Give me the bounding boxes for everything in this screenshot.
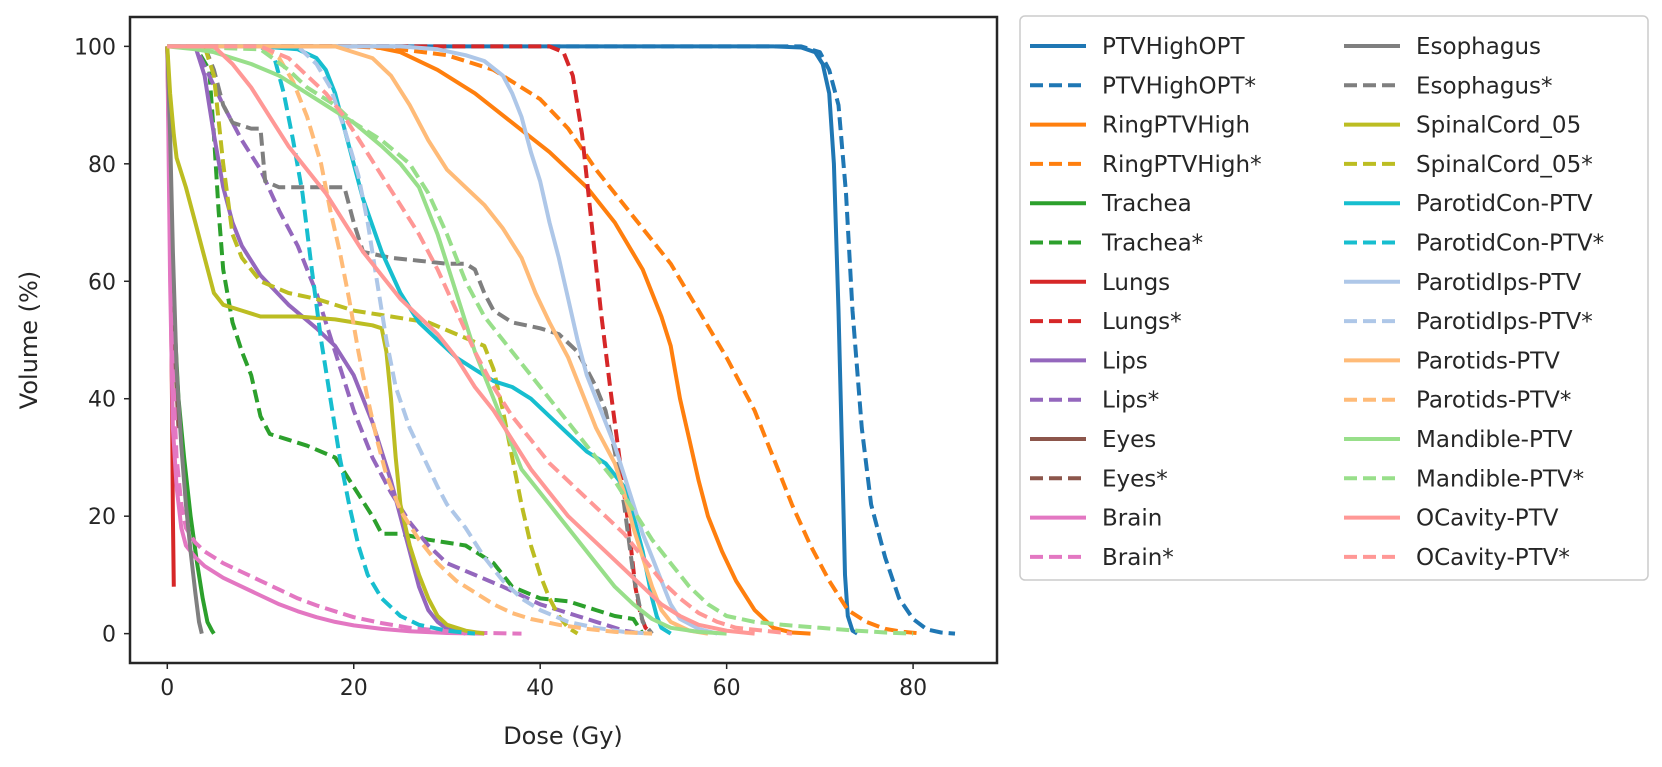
x-axis-label: Dose (Gy) <box>503 722 623 750</box>
series-line-spinalcord-05-star <box>167 44 579 636</box>
series-line-parotidcon-ptv-star <box>167 44 476 636</box>
legend-label-trachea-star: Trachea* <box>1101 231 1203 257</box>
legend-label-lungs-star: Lungs* <box>1102 309 1182 335</box>
legend-label-ringptvhigh-star: RingPTVHigh* <box>1102 152 1262 178</box>
y-tick-label: 60 <box>88 270 116 295</box>
legend-label-lips-star: Lips* <box>1102 388 1159 414</box>
series-line-parotids-ptv <box>167 44 709 636</box>
series-line-mandible-ptv <box>167 44 727 636</box>
legend-label-parotidcon-ptv-star: ParotidCon-PTV* <box>1416 231 1604 257</box>
legend-label-eyes: Eyes <box>1102 427 1156 453</box>
series-line-ptvhighopt-star <box>167 44 956 636</box>
legend-label-mandible-ptv: Mandible-PTV <box>1416 427 1573 453</box>
series-line-brain <box>165 46 485 636</box>
series-line-brain-star <box>165 46 522 636</box>
series-line-parotids-ptv-star <box>167 44 653 636</box>
legend-label-spinalcord-05: SpinalCord_05 <box>1416 113 1581 139</box>
series-line-ocavity-ptv <box>167 44 755 636</box>
legend-label-parotidips-ptv-star: ParotidIps-PTV* <box>1416 309 1593 335</box>
ticks-layer: 0 20 40 60 80 0 20 40 60 80 100 <box>74 35 927 701</box>
legend-label-ptvhighopt: PTVHighOPT <box>1102 34 1245 60</box>
legend-label-ocavity-ptv-star: OCavity-PTV* <box>1416 545 1570 571</box>
y-tick-label: 40 <box>88 388 116 413</box>
x-tick-label: 0 <box>160 676 174 701</box>
legend-label-parotids-ptv: Parotids-PTV <box>1416 348 1560 374</box>
series-line-ocavity-ptv-star <box>167 44 793 636</box>
legend-label-lips: Lips <box>1102 348 1148 374</box>
series-line-lips <box>167 44 467 636</box>
series-line-parotidcon-ptv <box>167 44 672 636</box>
legend: PTVHighOPT PTVHighOPT* RingPTVHigh RingPTVH… <box>1019 15 1649 581</box>
series-layer <box>165 44 956 636</box>
legend-label-eyes-star: Eyes* <box>1102 466 1168 492</box>
y-tick-label: 20 <box>88 505 116 530</box>
plot-frame <box>128 15 999 665</box>
series-line-mandible-ptv-star <box>167 44 914 636</box>
series-line-ringptvhigh <box>167 44 811 636</box>
x-tick-label: 80 <box>899 676 927 701</box>
legend-label-esophagus: Esophagus <box>1416 34 1541 60</box>
y-tick-label: 0 <box>102 623 116 648</box>
legend-label-esophagus-star: Esophagus* <box>1416 73 1553 99</box>
y-axis-label: Volume (%) <box>15 271 43 409</box>
legend-label-ocavity-ptv: OCavity-PTV <box>1416 506 1559 532</box>
x-tick-label: 60 <box>713 676 741 701</box>
legend-label-mandible-ptv-star: Mandible-PTV* <box>1416 466 1584 492</box>
series-line-esophagus <box>165 46 204 635</box>
legend-label-parotidcon-ptv: ParotidCon-PTV <box>1416 191 1593 217</box>
series-line-parotidips-ptv <box>167 44 718 636</box>
series-line-ringptvhigh-star <box>167 44 923 636</box>
series-line-trachea-star <box>167 44 645 635</box>
legend-label-brain-star: Brain* <box>1102 545 1174 571</box>
legend-label-ptvhighopt-star: PTVHighOPT* <box>1102 73 1256 99</box>
legend-label-spinalcord-05-star: SpinalCord_05* <box>1416 152 1593 178</box>
legend-label-trachea: Trachea <box>1101 191 1192 217</box>
legend-label-parotidips-ptv: ParotidIps-PTV <box>1416 270 1582 296</box>
legend-label-brain: Brain <box>1102 506 1162 532</box>
legend-label-parotids-ptv-star: Parotids-PTV* <box>1416 388 1571 414</box>
x-tick-label: 20 <box>340 676 368 701</box>
x-tick-label: 40 <box>526 676 554 701</box>
legend-label-ringptvhigh: RingPTVHigh <box>1102 113 1250 139</box>
legend-frame <box>1019 15 1649 581</box>
series-line-esophagus-star <box>167 44 654 635</box>
y-tick-label: 80 <box>88 153 116 178</box>
y-tick-label: 100 <box>74 35 116 60</box>
legend-label-lungs: Lungs <box>1102 270 1170 296</box>
